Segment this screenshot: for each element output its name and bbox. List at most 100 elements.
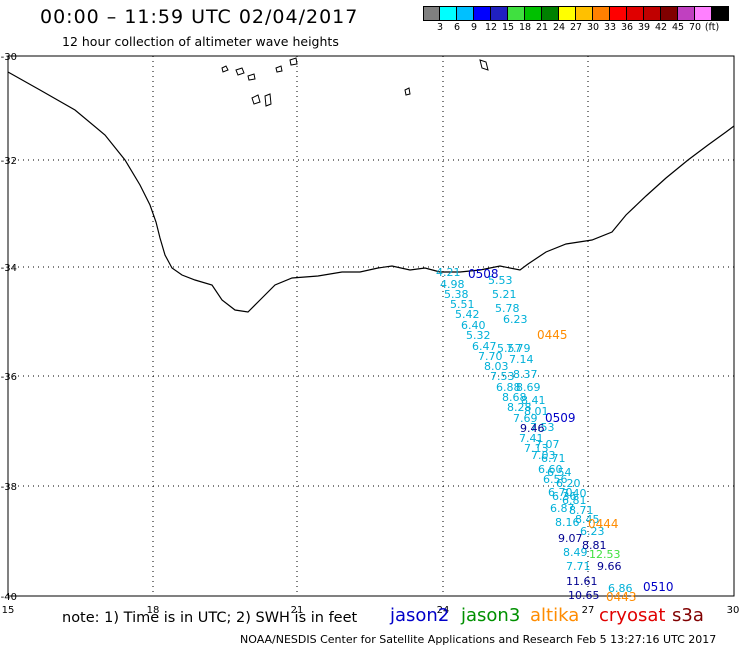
swh-value: 6.56 (543, 473, 568, 486)
swh-value: 6.40 (461, 319, 486, 332)
map-title: 00:00 – 11:59 UTC 02/04/2017 (40, 6, 359, 28)
lat-tick-label: -36 (1, 372, 17, 383)
lat-tick-label: -38 (1, 482, 17, 493)
scale-swatch (712, 6, 729, 21)
swh-value: 8.28 (507, 401, 532, 414)
lon-tick-label: 18 (147, 605, 160, 616)
scale-swatch (491, 6, 508, 21)
swh-value: 7.07 (535, 438, 560, 451)
scale-label: 33 (603, 22, 617, 33)
swh-value: 8.45 (575, 513, 600, 526)
pass-time-label: 0509 (545, 411, 576, 425)
swh-value: 8.71 (569, 504, 594, 517)
swh-value: 6.54 (547, 466, 572, 479)
lat-tick-label: -34 (1, 263, 17, 274)
swh-value: 9.46 (520, 422, 545, 435)
swh-value: 5.21 (492, 288, 517, 301)
swh-value: 8.68 (502, 391, 527, 404)
scale-swatch (440, 6, 457, 21)
swh-value: 7.14 (509, 353, 534, 366)
scale-swatch (627, 6, 644, 21)
scale-swatch (474, 6, 491, 21)
pass-time-label: 0445 (537, 328, 568, 342)
color-scale-swatches (423, 6, 729, 21)
scale-label: 3 (436, 22, 444, 33)
swh-value: 5.42 (455, 308, 480, 321)
scale-label: 30 (586, 22, 600, 33)
swh-value: 6.23 (580, 525, 605, 538)
scale-swatch (644, 6, 661, 21)
swh-value: 6.70 (548, 486, 573, 499)
swh-value: 9.07 (558, 532, 583, 545)
swh-value: 8.16 (555, 516, 580, 529)
swh-value: 12.53 (589, 548, 621, 561)
scale-swatch (695, 6, 712, 21)
swh-value: 4.98 (440, 278, 465, 291)
swh-value: 6.71 (541, 452, 566, 465)
swh-value: 5.38 (444, 288, 469, 301)
swh-value: 9.66 (597, 560, 622, 573)
scale-label: 24 (552, 22, 566, 33)
scale-swatch (661, 6, 678, 21)
scale-swatch (610, 6, 627, 21)
legend-entry-jason3: jason3 (461, 605, 521, 626)
scale-label: 15 (501, 22, 515, 33)
legend-entry-s3a: s3a (672, 605, 704, 626)
lon-tick-label: 30 (727, 605, 740, 616)
legend-entry-altika: altika (530, 605, 580, 626)
swh-value: 4.21 (436, 266, 461, 279)
legend-entry-cryosat: cryosat (599, 605, 666, 626)
scale-swatch (576, 6, 593, 21)
scale-label: 70 (688, 22, 702, 33)
swh-value: 6.20 (556, 477, 581, 490)
legend-entry-jason2: jason2 (390, 605, 450, 626)
swh-value: 8.03 (484, 360, 509, 373)
offshore-islands (221, 57, 489, 107)
scale-label: 18 (518, 22, 532, 33)
swh-value: 7.40 (562, 487, 587, 500)
axis-tick-labels: 15 18 21 24 27 30 -30 -32 -34 -36 -38 -40 (1, 52, 740, 616)
coastline (7, 71, 735, 313)
scale-swatch (423, 6, 440, 21)
pass-time-label: 0508 (468, 267, 499, 281)
swh-value: 8.01 (524, 405, 549, 418)
swh-value: 8.37 (513, 368, 538, 381)
swh-value: 6.88 (496, 381, 521, 394)
scale-label: 21 (535, 22, 549, 33)
swh-value: 6.23 (503, 313, 528, 326)
scale-label: 27 (569, 22, 583, 33)
pass-time-label: 0444 (588, 517, 619, 531)
swh-value: 7.71 (566, 560, 591, 573)
swh-value: 7.03 (531, 449, 556, 462)
swh-value: 7.13 (524, 442, 549, 455)
map-frame (7, 55, 735, 597)
swh-value: 7.79 (506, 342, 531, 355)
lat-tick-label: -40 (1, 592, 17, 603)
lat-tick-label: -30 (1, 52, 17, 63)
swh-value: 11.61 (566, 575, 598, 588)
lon-tick-label: 15 (2, 605, 15, 616)
swh-value: 6.87 (550, 502, 575, 515)
swh-value: 7.53 (490, 370, 515, 383)
pass-time-label: 0510 (643, 580, 674, 594)
lon-tick-label: 27 (582, 605, 595, 616)
scale-label: 36 (620, 22, 634, 33)
swh-value: 6.36 (552, 490, 577, 503)
swh-value: 6.81 (562, 494, 587, 507)
scale-label: 42 (654, 22, 668, 33)
lon-tick-label: 21 (291, 605, 304, 616)
swh-value: 5.53 (488, 274, 513, 287)
scale-swatch (508, 6, 525, 21)
scale-swatch (678, 6, 695, 21)
scale-swatch (542, 6, 559, 21)
swh-value: 7.69 (513, 412, 538, 425)
scale-label: 6 (453, 22, 461, 33)
swh-value: 8.69 (516, 381, 541, 394)
swh-value: 6.86 (608, 582, 633, 595)
swh-value: 5.32 (466, 329, 491, 342)
swh-value: 6.60 (538, 463, 563, 476)
credit-line: NOAA/NESDIS Center for Satellite Applica… (240, 633, 717, 646)
scale-label: 9 (470, 22, 478, 33)
swh-value: 8.81 (582, 539, 607, 552)
